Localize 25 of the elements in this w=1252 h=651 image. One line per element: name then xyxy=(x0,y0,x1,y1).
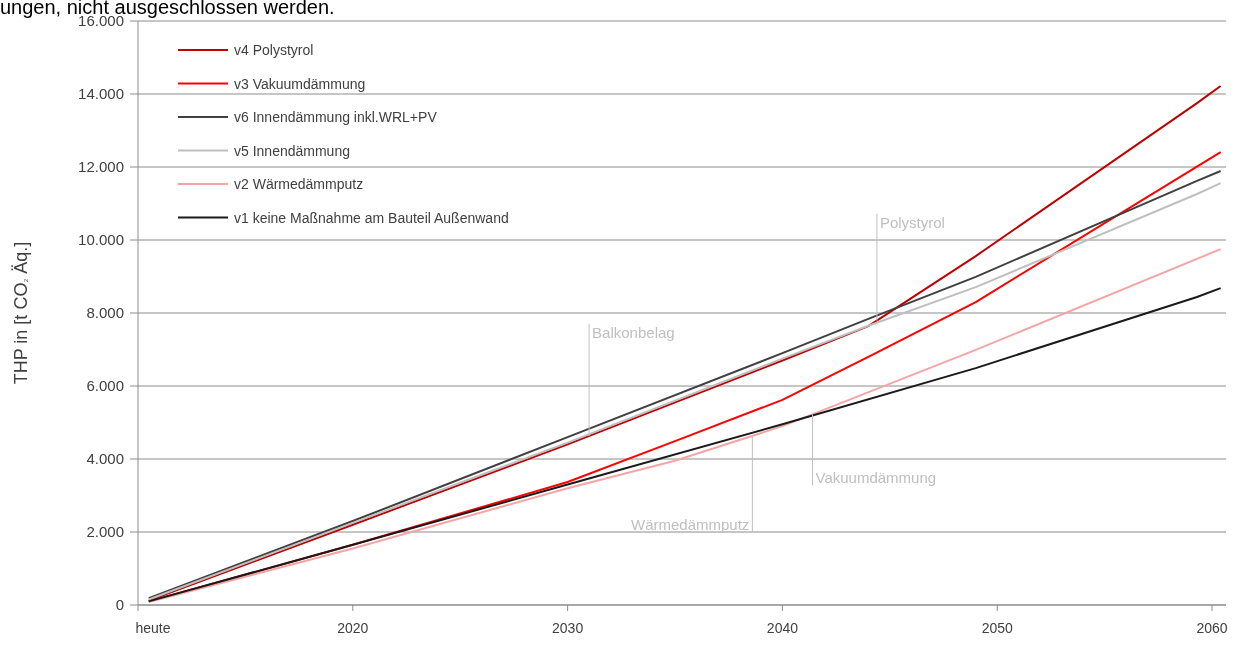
y-tick-label: 4.000 xyxy=(86,450,124,467)
annotation: Balkonbelag xyxy=(592,324,675,342)
y-tick-label: 8.000 xyxy=(86,304,124,321)
y-tick-label: 14.000 xyxy=(78,85,124,102)
legend-label: v5 Innendämmung xyxy=(234,142,350,159)
annotation: Wärmedämmputz xyxy=(630,515,750,533)
x-tick-label: 2060 xyxy=(1196,620,1228,636)
y-tick-label: 0 xyxy=(115,596,124,613)
legend-label: v3 Vakuumdämmung xyxy=(234,75,366,92)
y-tick-label: 10.000 xyxy=(78,231,124,248)
x-tick-label: 2030 xyxy=(552,620,584,636)
annotation: Polystyrol xyxy=(879,213,945,231)
y-axis-title: THP in [t CO₂ Äq.] xyxy=(11,241,31,385)
legend-label: v1 keine Maßnahme am Bauteil Außenwand xyxy=(234,209,509,226)
x-tick-label: 2050 xyxy=(981,620,1014,636)
x-tick-label: 2040 xyxy=(766,620,799,636)
x-tick-label: 2020 xyxy=(337,620,369,636)
legend-label: v4 Polystyrol xyxy=(234,42,314,58)
annotation: Vakuumdämmung xyxy=(815,469,937,487)
legend-label: v2 Wärmedämmputz xyxy=(234,176,364,192)
legend-label: v6 Innendämmung inkl.WRL+PV xyxy=(234,109,438,125)
y-tick-label: 12.000 xyxy=(78,158,124,175)
x-tick-label: heute xyxy=(135,620,171,636)
y-tick-label: 6.000 xyxy=(86,377,124,394)
y-tick-label: 2.000 xyxy=(86,523,124,540)
